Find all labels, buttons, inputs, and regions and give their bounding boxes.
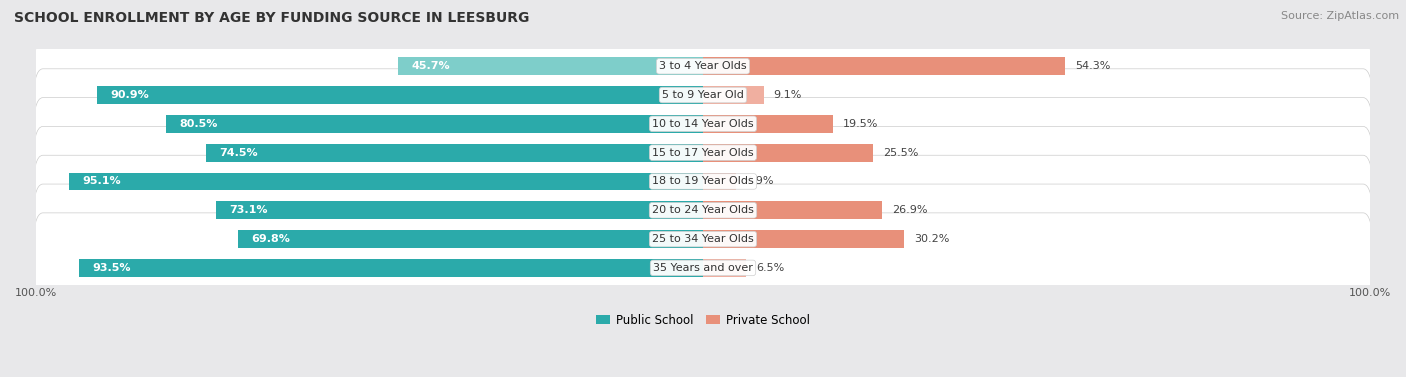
Text: 80.5%: 80.5% <box>180 119 218 129</box>
Text: 9.1%: 9.1% <box>773 90 801 100</box>
FancyBboxPatch shape <box>32 126 1374 236</box>
Text: 30.2%: 30.2% <box>914 234 950 244</box>
FancyBboxPatch shape <box>32 98 1374 208</box>
Text: 4.9%: 4.9% <box>745 176 775 187</box>
Bar <box>97 86 703 104</box>
Text: 69.8%: 69.8% <box>250 234 290 244</box>
Text: Source: ZipAtlas.com: Source: ZipAtlas.com <box>1281 11 1399 21</box>
FancyBboxPatch shape <box>32 155 1374 265</box>
Bar <box>703 144 873 162</box>
Bar <box>703 201 883 219</box>
Bar <box>703 115 832 133</box>
FancyBboxPatch shape <box>32 40 1374 150</box>
Bar <box>80 259 703 277</box>
FancyBboxPatch shape <box>32 213 1374 323</box>
Text: 74.5%: 74.5% <box>219 148 259 158</box>
Text: 35 Years and over: 35 Years and over <box>652 263 754 273</box>
FancyBboxPatch shape <box>32 184 1374 294</box>
Bar <box>703 230 904 248</box>
Text: 25.5%: 25.5% <box>883 148 918 158</box>
Bar <box>238 230 703 248</box>
Text: 18 to 19 Year Olds: 18 to 19 Year Olds <box>652 176 754 187</box>
Text: 6.5%: 6.5% <box>756 263 785 273</box>
Text: 19.5%: 19.5% <box>844 119 879 129</box>
FancyBboxPatch shape <box>32 69 1374 179</box>
Text: SCHOOL ENROLLMENT BY AGE BY FUNDING SOURCE IN LEESBURG: SCHOOL ENROLLMENT BY AGE BY FUNDING SOUR… <box>14 11 530 25</box>
Text: 26.9%: 26.9% <box>893 205 928 215</box>
Bar <box>703 86 763 104</box>
Text: 90.9%: 90.9% <box>110 90 149 100</box>
Text: 95.1%: 95.1% <box>82 176 121 187</box>
Bar <box>703 259 747 277</box>
Bar <box>215 201 703 219</box>
FancyBboxPatch shape <box>32 11 1374 121</box>
Text: 73.1%: 73.1% <box>229 205 267 215</box>
Legend: Public School, Private School: Public School, Private School <box>592 309 814 331</box>
Text: 93.5%: 93.5% <box>93 263 131 273</box>
Bar <box>166 115 703 133</box>
Text: 45.7%: 45.7% <box>412 61 450 71</box>
Text: 15 to 17 Year Olds: 15 to 17 Year Olds <box>652 148 754 158</box>
Text: 54.3%: 54.3% <box>1076 61 1111 71</box>
Bar <box>69 173 703 190</box>
Text: 20 to 24 Year Olds: 20 to 24 Year Olds <box>652 205 754 215</box>
Text: 10 to 14 Year Olds: 10 to 14 Year Olds <box>652 119 754 129</box>
Bar <box>398 57 703 75</box>
Text: 25 to 34 Year Olds: 25 to 34 Year Olds <box>652 234 754 244</box>
Text: 5 to 9 Year Old: 5 to 9 Year Old <box>662 90 744 100</box>
Bar <box>703 173 735 190</box>
Text: 3 to 4 Year Olds: 3 to 4 Year Olds <box>659 61 747 71</box>
Bar <box>207 144 703 162</box>
Bar <box>703 57 1066 75</box>
